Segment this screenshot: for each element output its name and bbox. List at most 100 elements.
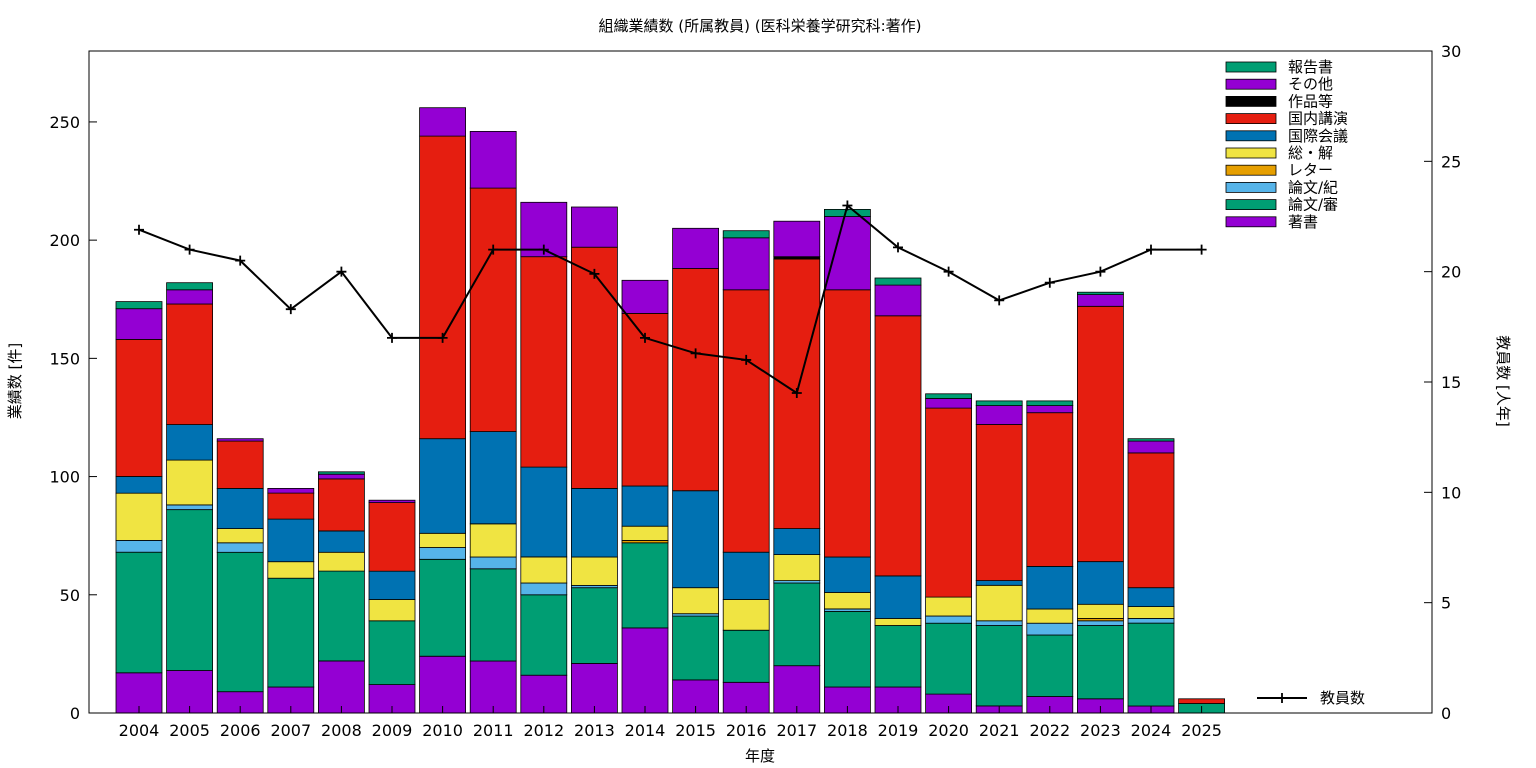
legend-swatch-s1 <box>1225 199 1277 211</box>
bar-segment-2014-s8 <box>621 279 669 314</box>
bar-segment-2023-s5 <box>1077 561 1124 605</box>
bar-segment-2020-s4 <box>925 596 972 617</box>
legend-label-s7: 作品等 <box>1288 92 1333 110</box>
bar-segment-2018-s8 <box>824 216 871 291</box>
teacher-count-point-2014 <box>640 332 650 343</box>
bar-segment-2006-s4 <box>216 528 264 544</box>
bar-segment-2021-s1 <box>975 625 1023 707</box>
bar-segment-2020-s6 <box>925 407 972 598</box>
bar-segment-2012-s5 <box>520 466 568 558</box>
bar-segment-2020-s9 <box>925 393 972 399</box>
bar-segment-2022-s8 <box>1026 405 1074 414</box>
y-tick-label: 0 <box>70 704 80 723</box>
bar-segment-2007-s5 <box>267 518 315 563</box>
bar-segment-2005-s6 <box>166 303 214 425</box>
x-tick-label: 2006 <box>220 721 261 740</box>
bar-segment-2017-s8 <box>773 220 821 258</box>
bar-segment-2008-s6 <box>317 478 365 532</box>
bar-segment-2015-s5 <box>672 490 719 589</box>
bar-segment-2015-s8 <box>672 227 719 269</box>
legend-swatch-s4 <box>1225 147 1277 159</box>
teacher-count-point-2024 <box>1146 244 1156 255</box>
teacher-count-point-2006 <box>235 255 246 266</box>
bar-segment-2024-s9 <box>1127 438 1175 442</box>
x-tick-label: 2016 <box>726 721 767 740</box>
bar-segment-2017-s0 <box>773 665 821 714</box>
x-tick-label: 2013 <box>574 721 615 740</box>
bar-segment-2013-s1 <box>571 587 618 664</box>
x-tick-label: 2012 <box>523 721 564 740</box>
teacher-count-point-2023 <box>1095 266 1106 277</box>
bar-segment-2005-s0 <box>166 670 214 714</box>
legend-swatch-s0 <box>1225 216 1277 228</box>
x-tick-label: 2018 <box>827 721 868 740</box>
bar-segment-2023-s2 <box>1077 620 1124 626</box>
legend-swatch-s6 <box>1225 113 1277 124</box>
x-tick-label: 2025 <box>1181 721 1222 740</box>
bar-segment-2019-s1 <box>874 625 922 688</box>
bar-segment-2024-s1 <box>1127 622 1175 707</box>
x-tick-label: 2009 <box>372 721 413 740</box>
bar-segment-2017-s1 <box>773 582 821 667</box>
bar-segment-2004-s8 <box>115 308 163 340</box>
bar-segment-2021-s6 <box>975 424 1023 582</box>
bar-segment-2018-s1 <box>824 610 871 688</box>
y2-axis-label: 教員数 [人年] <box>1494 335 1512 426</box>
bar-segment-2009-s6 <box>368 502 416 572</box>
bar-segment-2023-s6 <box>1077 305 1124 562</box>
bar-segment-2016-s5 <box>722 551 770 600</box>
teacher-count-point-2015 <box>690 348 701 359</box>
x-tick-label: 2007 <box>270 721 311 740</box>
bar-segment-2006-s5 <box>216 487 264 529</box>
x-tick-label: 2019 <box>878 721 919 740</box>
bar-segment-2009-s4 <box>368 599 416 622</box>
bar-segment-2012-s2 <box>520 582 568 596</box>
bar-segment-2010-s6 <box>419 135 467 440</box>
y-tick-label: 150 <box>49 349 80 368</box>
bar-segment-2018-s6 <box>824 289 871 558</box>
bar-segment-2009-s8 <box>368 499 416 504</box>
bar-segment-2012-s1 <box>520 594 568 676</box>
teacher-count-point-2016 <box>741 354 752 365</box>
chart-title: 組織業績数 (所属教員) (医科栄養学研究科:著作) <box>598 17 921 35</box>
bar-segment-2011-s1 <box>469 568 517 662</box>
bar-segment-2005-s4 <box>166 459 214 506</box>
bar-segment-2024-s8 <box>1127 440 1175 454</box>
x-tick-label: 2010 <box>422 721 463 740</box>
legend-label-s8: その他 <box>1288 75 1333 93</box>
bar-segment-2004-s4 <box>115 492 163 541</box>
bar-segment-2008-s0 <box>317 660 365 714</box>
bar-segment-2010-s1 <box>419 558 467 657</box>
teacher-count-point-2005 <box>184 244 195 255</box>
bar-segment-2005-s5 <box>166 424 214 461</box>
y2-tick-label: 5 <box>1441 594 1451 613</box>
bar-segment-2010-s8 <box>419 107 467 137</box>
bar-segment-2021-s9 <box>975 400 1023 406</box>
bar-segment-2024-s4 <box>1127 606 1175 619</box>
bar-segment-2014-s1 <box>621 542 669 629</box>
bar-segment-2020-s2 <box>925 615 972 624</box>
teacher-count-point-2004 <box>134 224 144 235</box>
legend-line-marker <box>1277 693 1287 703</box>
bar-segment-2014-s5 <box>621 485 669 527</box>
bar-segment-2019-s9 <box>874 277 922 286</box>
bar-segment-2023-s1 <box>1077 625 1124 700</box>
bar-segment-2022-s6 <box>1026 412 1074 567</box>
bar-segment-2022-s1 <box>1026 634 1074 697</box>
legend-label-s4: 総・解 <box>1288 144 1333 162</box>
bar-segment-2006-s6 <box>216 440 264 489</box>
y-tick-label: 100 <box>49 468 80 487</box>
bar-segment-2005-s1 <box>166 509 214 671</box>
bar-segment-2011-s0 <box>469 660 517 714</box>
bar-segment-2018-s5 <box>824 556 871 593</box>
bar-segment-2022-s2 <box>1026 622 1074 636</box>
bar-segment-2005-s9 <box>166 282 214 291</box>
teacher-count-point-2012 <box>538 244 549 255</box>
legend-label-s9: 報告書 <box>1288 58 1333 76</box>
bar-segment-2021-s4 <box>975 584 1023 622</box>
x-tick-label: 2015 <box>675 721 716 740</box>
bar-segment-2007-s1 <box>267 577 315 688</box>
bar-segment-2007-s6 <box>267 492 315 520</box>
bar-segment-2008-s4 <box>317 551 365 572</box>
